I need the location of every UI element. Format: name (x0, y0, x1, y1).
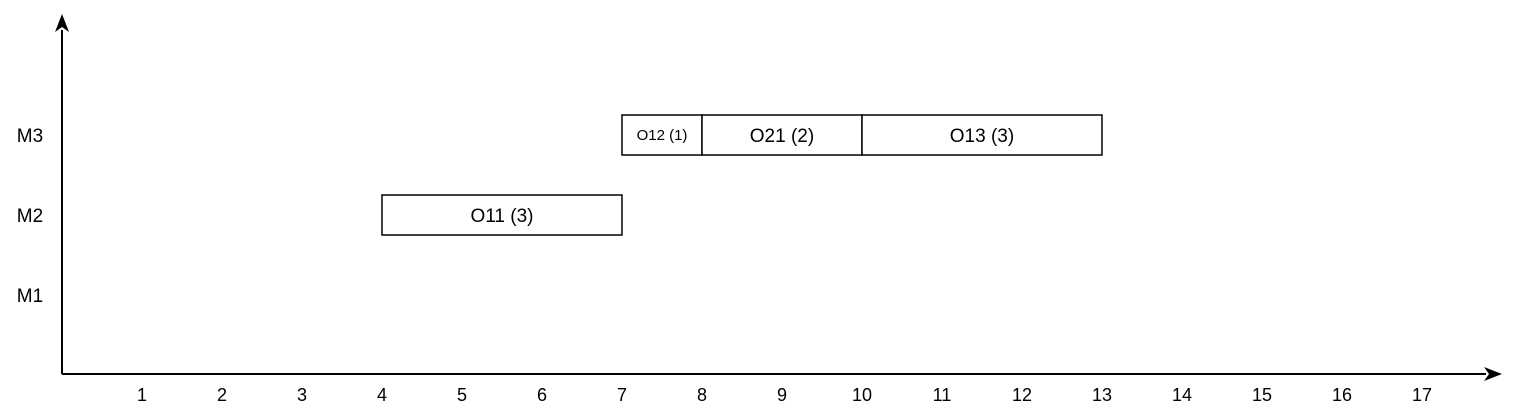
x-tick-label: 1 (137, 385, 147, 405)
x-tick-label: 17 (1412, 385, 1432, 405)
x-tick-label: 11 (933, 385, 952, 405)
machine-label-m1: M1 (17, 286, 43, 307)
x-tick-label: 13 (1092, 385, 1112, 405)
operations: O11 (3) O12 (1) O21 (2) O13 (3) (381, 114, 1103, 236)
operation-block: O13 (3) (861, 114, 1103, 156)
x-tick-label: 16 (1332, 385, 1352, 405)
x-tick-label: 3 (297, 385, 307, 405)
operation-label: O12 (1) (637, 127, 688, 144)
x-axis-arrowhead (1484, 367, 1502, 381)
machine-label-m3: M3 (17, 126, 43, 147)
operation-block: O12 (1) (621, 114, 703, 156)
x-tick-label: 12 (1012, 385, 1032, 405)
x-tick-label: 10 (852, 385, 872, 405)
x-tick-labels: 1 2 3 4 5 6 7 8 9 10 11 12 13 14 15 16 17 (137, 385, 1432, 405)
x-tick-label: 7 (617, 385, 627, 405)
x-tick-label: 4 (377, 385, 387, 405)
operation-label: O21 (2) (750, 126, 814, 147)
operation-block: O21 (2) (701, 114, 863, 156)
x-tick-label: 15 (1252, 385, 1272, 405)
x-tick-label: 9 (777, 385, 787, 405)
operation-bar (861, 114, 1103, 156)
operation-label: O11 (3) (470, 206, 533, 227)
y-axis-arrowhead (55, 14, 69, 32)
machine-labels: M1 M2 M3 (17, 126, 43, 307)
x-tick-label: 6 (537, 385, 547, 405)
x-tick-label: 14 (1172, 385, 1192, 405)
x-tick-label: 5 (457, 385, 467, 405)
x-tick-label: 8 (697, 385, 707, 405)
operation-label: O13 (3) (950, 126, 1014, 147)
x-tick-label: 2 (217, 385, 227, 405)
machine-label-m2: M2 (17, 206, 43, 227)
operation-block: O11 (3) (381, 194, 623, 236)
axes (55, 14, 1502, 381)
operation-bar (381, 194, 623, 236)
operation-bar (701, 114, 863, 156)
